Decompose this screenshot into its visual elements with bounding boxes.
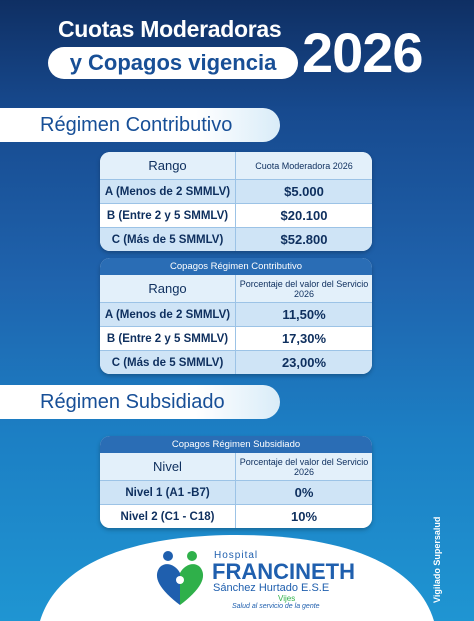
- section-band: Régimen Subsidiado: [0, 385, 280, 419]
- logo-surname: Sánchez Hurtado E.S.E: [213, 582, 330, 594]
- cell: 23,00%: [281, 355, 327, 370]
- table-row: A (Menos de 2 SMMLV) $5.000: [100, 179, 372, 203]
- cell: Nivel 1 (A1 -B7): [100, 481, 236, 504]
- title: Cuotas Moderadoras: [58, 16, 282, 42]
- table: Copagos Régimen Contributivo Rango Porce…: [100, 258, 372, 374]
- logo-center: [176, 576, 184, 584]
- table-row: Nivel 2 (C1 - C18) 10%: [100, 504, 372, 528]
- cell: 11,50%: [282, 307, 326, 322]
- table-row: A (Menos de 2 SMMLV) 11,50%: [100, 302, 372, 326]
- table: Rango Cuota Moderadora 2026 A (Menos de …: [100, 152, 372, 251]
- logo-icon: [156, 551, 204, 605]
- logo-heart: [180, 564, 204, 605]
- table: Copagos Régimen Subsidiado Nivel Porcent…: [100, 436, 372, 528]
- cell: $20.100: [280, 208, 328, 223]
- header-cell: Rango: [100, 152, 236, 179]
- logo-slogan: Salud al servicio de la gente: [232, 603, 320, 610]
- logo-name: FRANCINETH: [212, 559, 355, 584]
- header-cell: Cuota Moderadora 2026: [255, 160, 353, 171]
- table-row: C (Más de 5 SMMLV) 23,00%: [100, 350, 372, 374]
- cell: $5.000: [284, 184, 324, 199]
- header-cell: Rango: [100, 275, 236, 302]
- cell: Nivel 2 (C1 - C18): [100, 505, 236, 528]
- table-caption: Copagos Régimen Subsidiado: [100, 436, 372, 453]
- header-cell: Nivel: [100, 453, 236, 480]
- table-row: Nivel 1 (A1 -B7) 0%: [100, 480, 372, 504]
- header-cell: Porcentaje del valor del Servicio 2026: [239, 456, 369, 477]
- cell: 0%: [294, 485, 314, 500]
- cell: 17,30%: [281, 331, 327, 346]
- table-row: B (Entre 2 y 5 SMMLV) $20.100: [100, 203, 372, 227]
- table-header: Rango Porcentaje del valor del Servicio …: [100, 275, 372, 302]
- cell: A (Menos de 2 SMMLV): [100, 303, 236, 326]
- table-header: Nivel Porcentaje del valor del Servicio …: [100, 453, 372, 480]
- cell: A (Menos de 2 SMMLV): [100, 180, 236, 203]
- table-header: Rango Cuota Moderadora 2026: [100, 152, 372, 179]
- footer-shape: [40, 535, 434, 621]
- logo-heart: [156, 564, 180, 605]
- cell: 10%: [290, 509, 318, 524]
- logo-head: [163, 551, 173, 561]
- cell: B (Entre 2 y 5 SMMLV): [100, 204, 236, 227]
- table-row: C (Más de 5 SMMLV) $52.800: [100, 227, 372, 251]
- table-caption: Copagos Régimen Contributivo: [100, 258, 372, 275]
- year: 2026: [302, 21, 424, 84]
- logo-head: [187, 551, 197, 561]
- cell: $52.800: [280, 232, 328, 247]
- footer-graphic: [40, 535, 434, 621]
- header-cell: Porcentaje del valor del Servicio 2026: [239, 278, 369, 299]
- subtitle-pill: y Copagos vigencia: [48, 47, 298, 79]
- cell: B (Entre 2 y 5 SMMLV): [100, 327, 236, 350]
- table-row: B (Entre 2 y 5 SMMLV) 17,30%: [100, 326, 372, 350]
- cell: C (Más de 5 SMMLV): [100, 351, 236, 374]
- logo-hospital: Hospital: [214, 550, 259, 561]
- logo-town: Vijes: [278, 594, 296, 603]
- section-band: Régimen Contributivo: [0, 108, 280, 142]
- cell: C (Más de 5 SMMLV): [100, 228, 236, 251]
